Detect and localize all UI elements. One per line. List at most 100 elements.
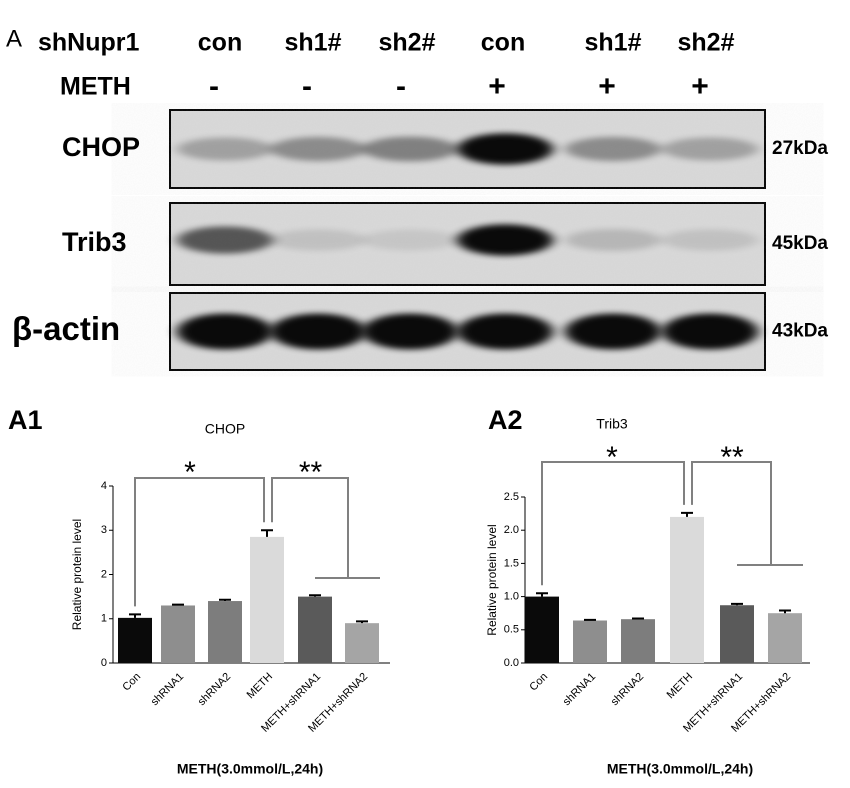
- row-label: CHOP: [62, 132, 140, 162]
- bar: [118, 617, 152, 663]
- y-tick-label: 4: [101, 480, 107, 492]
- x-tick-label: shRNA2: [609, 671, 646, 708]
- size-label: 27kDa: [772, 138, 828, 159]
- lane-label: con: [198, 29, 242, 57]
- band: [270, 229, 366, 251]
- bar: [298, 596, 332, 663]
- treatment-sign: -: [396, 70, 406, 103]
- band: [565, 313, 661, 350]
- y-tick-label: 2.5: [504, 491, 519, 503]
- significance: **: [720, 441, 744, 474]
- charts: A1 CHOP Relative protein level METH(3.0mmol…: [8, 405, 810, 777]
- error-bar: [172, 603, 184, 606]
- bar: [525, 596, 559, 663]
- treatment-sign: +: [691, 70, 709, 103]
- band: [662, 137, 758, 161]
- error-bar: [632, 617, 644, 620]
- x-tick-label: shRNA1: [561, 671, 598, 708]
- panel-label: A: [6, 25, 22, 52]
- y-tick-label: 0.5: [504, 624, 519, 636]
- significance: *: [606, 441, 618, 474]
- y-tick-label: 1: [101, 613, 107, 625]
- error-bar: [584, 618, 596, 621]
- band: [362, 136, 458, 162]
- header-label: shNupr1: [38, 29, 140, 57]
- x-tick-label: shRNA2: [196, 671, 233, 708]
- band: [362, 229, 458, 251]
- error-bar: [681, 511, 693, 517]
- size-label: 43kDa: [772, 321, 828, 342]
- error-bar: [309, 594, 321, 597]
- error-bar: [536, 592, 548, 597]
- y-tick-label: 0: [101, 657, 107, 669]
- band: [177, 226, 273, 254]
- bar: [250, 536, 284, 663]
- x-axis-label: METH(3.0mmol/L,24h): [607, 761, 753, 777]
- band: [457, 133, 553, 165]
- x-tick-label: METH: [665, 671, 696, 702]
- panel-label: A1: [8, 405, 43, 435]
- error-bar: [356, 620, 368, 624]
- panel-label: A2: [488, 405, 523, 435]
- treatment-label: METH: [60, 73, 131, 101]
- error-bar: [731, 602, 743, 606]
- band: [270, 136, 366, 162]
- y-tick-label: 1.0: [504, 591, 519, 603]
- significance: **: [299, 456, 323, 489]
- band: [270, 313, 366, 350]
- bracket: [134, 477, 265, 607]
- y-tick-label: 2.0: [504, 524, 519, 536]
- y-axis-label: Relative protein level: [485, 524, 499, 635]
- bracket: [541, 461, 685, 586]
- bar: [161, 605, 195, 663]
- bar: [621, 619, 655, 663]
- lane-label: sh1#: [285, 29, 342, 57]
- band: [457, 224, 553, 256]
- chart-title: CHOP: [205, 421, 245, 437]
- y-axis-label: Relative protein level: [70, 519, 84, 630]
- band: [177, 313, 273, 350]
- x-tick-label: Con: [527, 671, 550, 694]
- row-label: β-actin: [12, 310, 120, 347]
- y-tick-label: 1.5: [504, 557, 519, 569]
- treatment-sign: -: [302, 70, 312, 103]
- row-label: Trib3: [62, 227, 127, 257]
- treatment-sign: +: [488, 70, 506, 103]
- x-axis-label: METH(3.0mmol/L,24h): [177, 761, 323, 777]
- y-tick-label: 2: [101, 568, 107, 580]
- treatment-sign: +: [598, 70, 616, 103]
- band: [662, 313, 758, 350]
- band: [565, 136, 661, 162]
- treatment-sign: -: [209, 70, 219, 103]
- size-label: 45kDa: [772, 233, 828, 254]
- x-tick-label: Con: [120, 671, 143, 694]
- band: [662, 229, 758, 251]
- y-tick-label: 0.0: [504, 657, 519, 669]
- x-tick-label: shRNA1: [149, 671, 186, 708]
- lane-label: con: [481, 29, 525, 57]
- bar: [345, 623, 379, 663]
- lane-label: sh2#: [379, 29, 436, 57]
- bracket: [271, 477, 380, 579]
- error-bar: [219, 598, 231, 602]
- bar: [768, 613, 802, 663]
- x-tick-label: METH: [245, 671, 276, 702]
- lane-label: sh2#: [678, 29, 735, 57]
- chart-title: Trib3: [596, 416, 628, 432]
- bar: [720, 605, 754, 663]
- significance: *: [184, 456, 196, 489]
- error-bar: [261, 529, 273, 537]
- band: [457, 313, 553, 350]
- bracket: [691, 461, 803, 566]
- band: [362, 313, 458, 350]
- lane-label: sh1#: [585, 29, 642, 57]
- y-tick-label: 3: [101, 524, 107, 536]
- bar: [670, 516, 704, 663]
- band: [565, 229, 661, 251]
- error-bar: [129, 613, 141, 618]
- band: [177, 137, 273, 161]
- bar: [573, 620, 607, 663]
- bar: [208, 601, 242, 663]
